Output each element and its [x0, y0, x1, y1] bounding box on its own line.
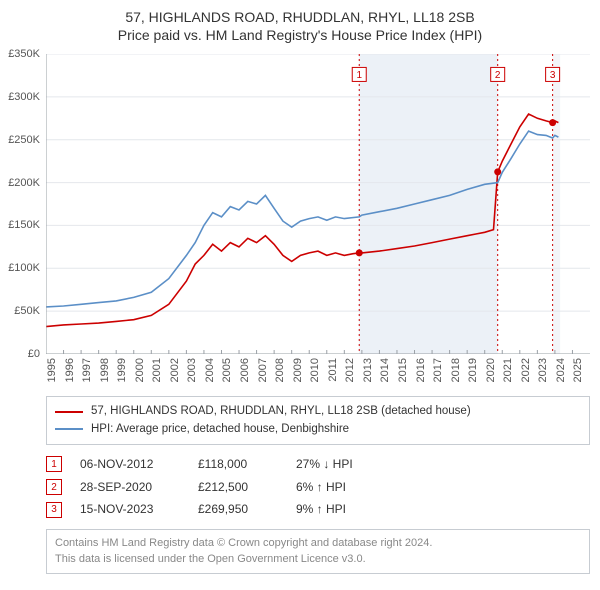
y-tick-label: £300K: [8, 91, 40, 103]
x-tick-label: 2012: [344, 358, 356, 382]
sale-row: 3 15-NOV-2023 £269,950 9% ↑ HPI: [46, 498, 590, 521]
x-tick-label: 2021: [502, 358, 514, 382]
x-tick-label: 2010: [309, 358, 321, 382]
y-tick-label: £0: [28, 348, 40, 360]
x-tick-label: 2009: [292, 358, 304, 382]
legend-swatch: [55, 411, 83, 413]
sale-price: £269,950: [198, 498, 278, 521]
x-tick-label: 2008: [274, 358, 286, 382]
svg-text:3: 3: [550, 70, 556, 81]
title-line-1: 57, HIGHLANDS ROAD, RHUDDLAN, RHYL, LL18…: [0, 8, 600, 26]
x-tick-label: 1996: [64, 358, 76, 382]
x-tick-label: 1995: [46, 358, 58, 382]
x-tick-label: 2005: [221, 358, 233, 382]
sale-diff: 27% ↓ HPI: [296, 453, 376, 476]
sale-price: £212,500: [198, 476, 278, 499]
shaded-bands: [359, 54, 560, 354]
x-tick-label: 1998: [99, 358, 111, 382]
x-tick-label: 2000: [134, 358, 146, 382]
svg-text:1: 1: [356, 70, 362, 81]
sale-date: 28-SEP-2020: [80, 476, 180, 499]
grid: [46, 54, 590, 354]
legend-label: HPI: Average price, detached house, Denb…: [91, 421, 349, 438]
x-tick-label: 2001: [151, 358, 163, 382]
x-tick-label: 2006: [239, 358, 251, 382]
legend-label: 57, HIGHLANDS ROAD, RHUDDLAN, RHYL, LL18…: [91, 403, 471, 420]
x-tick-label: 2018: [450, 358, 462, 382]
y-axis-labels: £0£50K£100K£150K£200K£250K£300K£350K: [0, 54, 44, 354]
footer-line-1: Contains HM Land Registry data © Crown c…: [55, 536, 581, 551]
chart-area: 1 2 3: [46, 54, 590, 354]
x-tick-label: 1997: [81, 358, 93, 382]
x-tick-label: 2011: [327, 358, 339, 382]
x-tick-label: 2015: [397, 358, 409, 382]
x-tick-label: 2016: [415, 358, 427, 382]
x-tick-label: 2007: [257, 358, 269, 382]
sale-date: 06-NOV-2012: [80, 453, 180, 476]
sale-row: 2 28-SEP-2020 £212,500 6% ↑ HPI: [46, 476, 590, 499]
chart-svg: 1 2 3: [46, 54, 590, 354]
x-tick-label: 2025: [572, 358, 584, 382]
sale-row: 1 06-NOV-2012 £118,000 27% ↓ HPI: [46, 453, 590, 476]
sale-date: 15-NOV-2023: [80, 498, 180, 521]
svg-text:2: 2: [495, 70, 501, 81]
x-tick-label: 2024: [555, 358, 567, 382]
x-tick-label: 2023: [537, 358, 549, 382]
x-tick-label: 2020: [485, 358, 497, 382]
legend-item: HPI: Average price, detached house, Denb…: [55, 421, 581, 438]
x-tick-label: 1999: [116, 358, 128, 382]
y-tick-label: £150K: [8, 219, 40, 231]
x-tick-label: 2003: [186, 358, 198, 382]
x-tick-label: 2013: [362, 358, 374, 382]
footer-attribution: Contains HM Land Registry data © Crown c…: [46, 529, 590, 574]
sale-marker-icon: 3: [46, 502, 62, 518]
x-axis-labels: 1995 1996 1997 1998 1999 2000 2001 2002 2003 2004…: [46, 356, 590, 392]
x-tick-label: 2019: [467, 358, 479, 382]
legend: 57, HIGHLANDS ROAD, RHUDDLAN, RHYL, LL18…: [46, 396, 590, 445]
x-tick-label: 2002: [169, 358, 181, 382]
title-line-2: Price paid vs. HM Land Registry's House …: [0, 26, 600, 44]
sale-marker-icon: 1: [46, 456, 62, 472]
sale-diff: 9% ↑ HPI: [296, 498, 376, 521]
y-tick-label: £350K: [8, 48, 40, 60]
legend-swatch: [55, 428, 83, 430]
x-tick-label: 2014: [379, 358, 391, 382]
y-tick-label: £50K: [14, 305, 40, 317]
title-block: 57, HIGHLANDS ROAD, RHUDDLAN, RHYL, LL18…: [0, 0, 600, 48]
sale-price: £118,000: [198, 453, 278, 476]
legend-item: 57, HIGHLANDS ROAD, RHUDDLAN, RHYL, LL18…: [55, 403, 581, 420]
x-tick-label: 2004: [204, 358, 216, 382]
footer-line-2: This data is licensed under the Open Gov…: [55, 552, 581, 567]
chart-container: 57, HIGHLANDS ROAD, RHUDDLAN, RHYL, LL18…: [0, 0, 600, 590]
y-tick-label: £100K: [8, 262, 40, 274]
sales-table: 1 06-NOV-2012 £118,000 27% ↓ HPI 2 28-SEP-202…: [46, 453, 590, 521]
sale-marker-icon: 2: [46, 479, 62, 495]
x-tick-label: 2017: [432, 358, 444, 382]
y-tick-label: £250K: [8, 134, 40, 146]
y-tick-label: £200K: [8, 177, 40, 189]
sale-diff: 6% ↑ HPI: [296, 476, 376, 499]
x-tick-label: 2022: [520, 358, 532, 382]
